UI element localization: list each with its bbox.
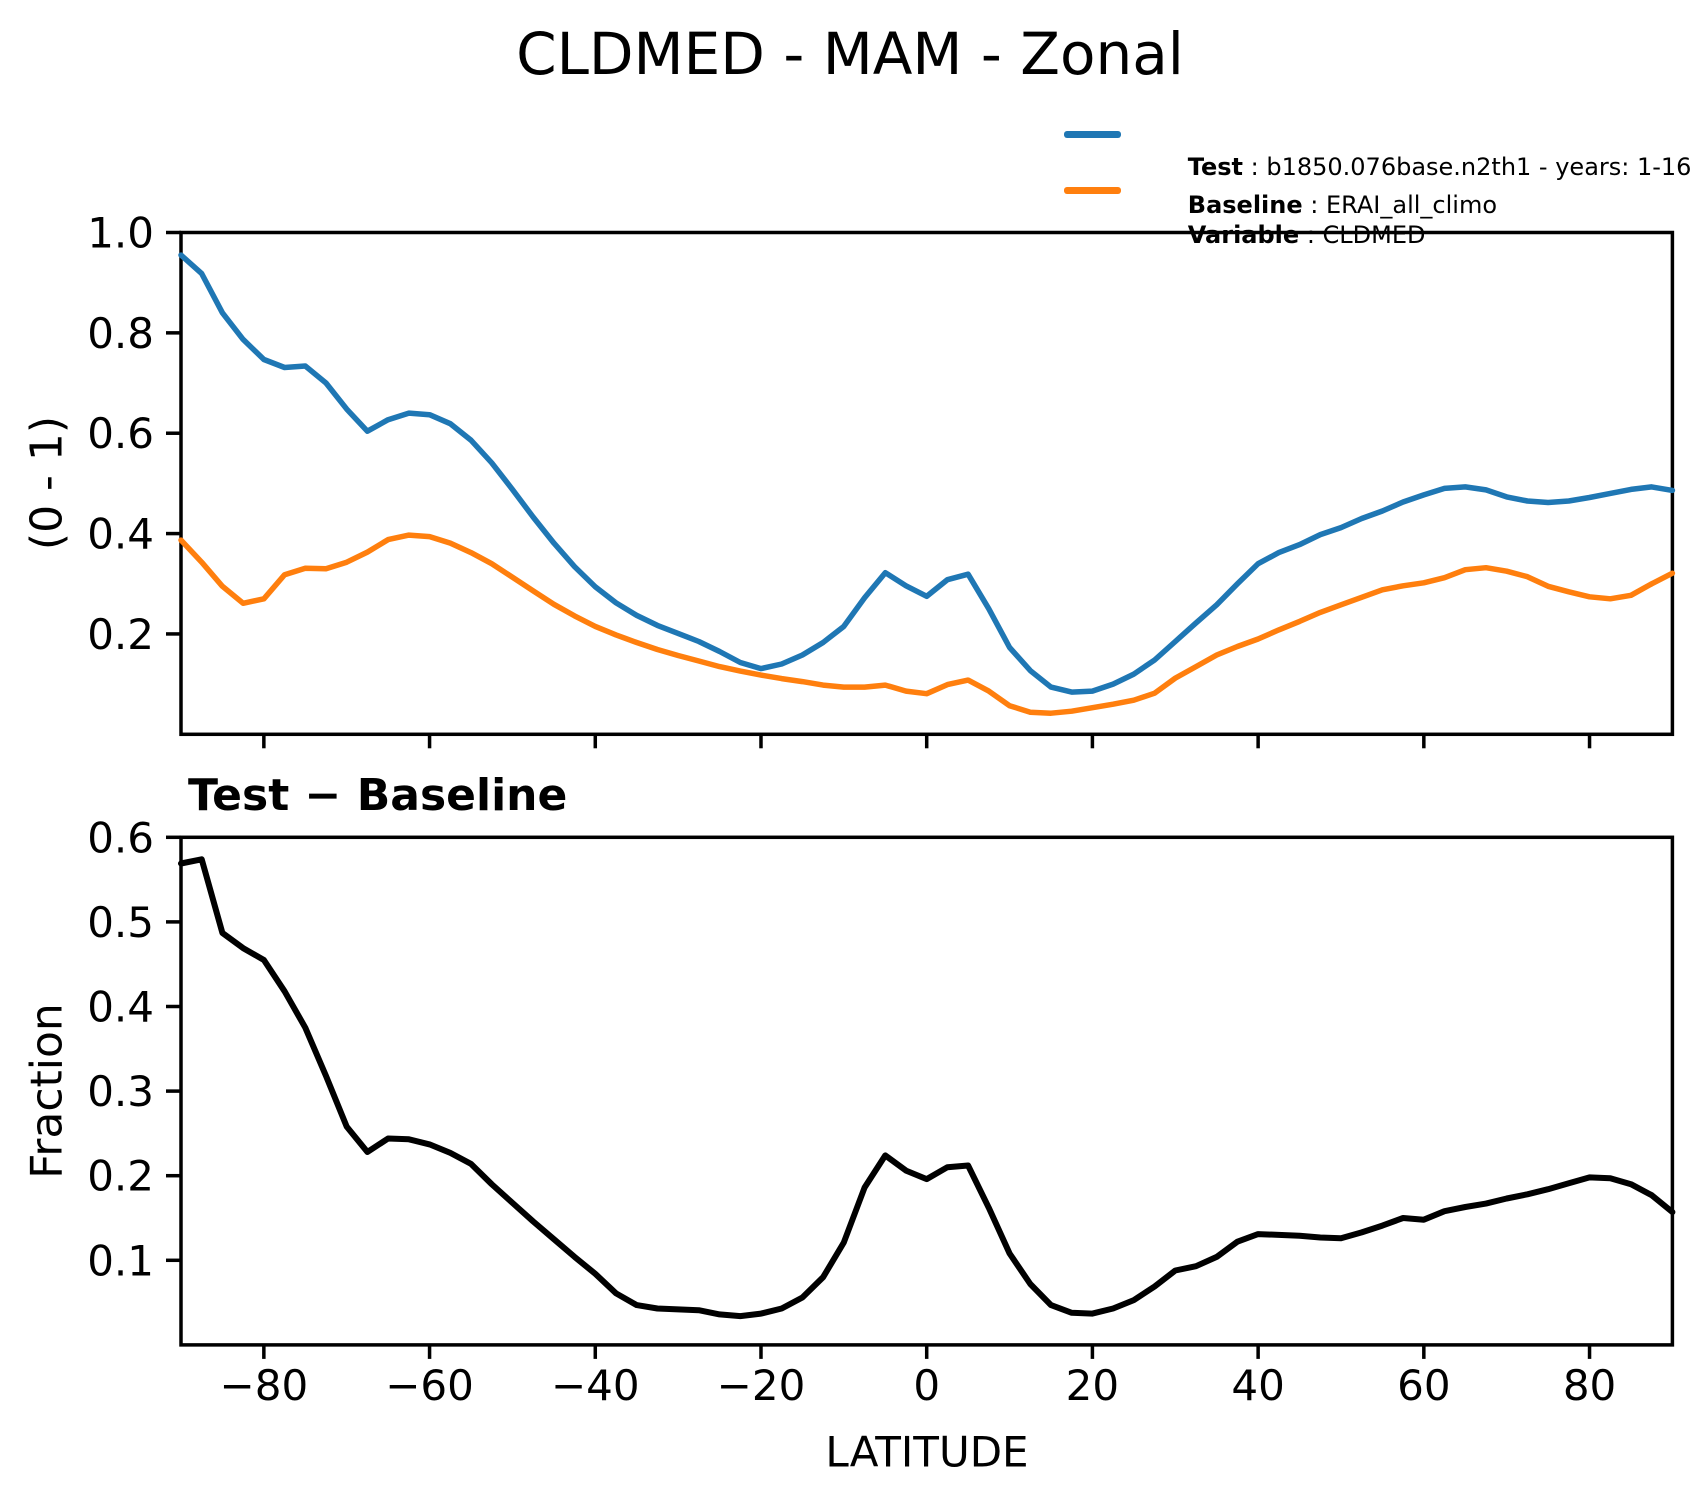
- y-tick-label: 0.2: [87, 610, 154, 659]
- legend-test-line-swatch: [1064, 131, 1121, 138]
- x-tick-label: 40: [1231, 1361, 1284, 1410]
- chart-title: CLDMED - MAM - Zonal: [516, 20, 1184, 88]
- panel-bottom: −80 −60 −40 −20 0 20 40 60 80 0.1 0.2 0.3 0.4 0.5 0.6: [87, 813, 1676, 1410]
- baseline-series-line: [178, 532, 1676, 716]
- legend-entry-baseline: Baseline : ERAI_all_climo: [1142, 162, 1497, 248]
- y-axis-label-top: (0 - 1): [21, 415, 73, 551]
- x-axis-label: LATITUDE: [825, 1427, 1029, 1477]
- legend-baseline-value: : ERAI_all_climo: [1302, 190, 1497, 219]
- panel-top: 0.2 0.4 0.6 0.8 1.0: [87, 209, 1676, 749]
- legend-variable-value: : CLDMED: [1299, 220, 1426, 249]
- y-tick-label: 0.6: [87, 813, 154, 862]
- y-tick-label: 0.6: [87, 409, 154, 458]
- legend-baseline-line-swatch: [1064, 187, 1121, 194]
- legend-variable-label: Variable: [1187, 220, 1300, 249]
- x-tick-label: 0: [913, 1361, 940, 1410]
- x-tick-label: 80: [1563, 1361, 1616, 1410]
- y-tick-label: 0.2: [87, 1152, 154, 1201]
- panel2-title: Test − Baseline: [188, 770, 568, 821]
- y-tick-label: 0.8: [87, 309, 154, 358]
- y-tick-label: 1.0: [87, 209, 154, 258]
- y-tick-label: 0.1: [87, 1236, 154, 1285]
- panel-border: [179, 835, 1675, 1347]
- test-series-line: [178, 252, 1676, 695]
- y-tick-label: 0.5: [87, 898, 154, 947]
- x-tick-label: 20: [1066, 1361, 1119, 1410]
- legend-entry-variable: Variable : CLDMED: [1142, 192, 1426, 278]
- legend-test-label: Test: [1187, 152, 1243, 181]
- legend-entry-test: Test : b1850.076base.n2th1 - years: 1-16: [1142, 124, 1692, 210]
- x-tick-label: 60: [1397, 1361, 1450, 1410]
- y-tick-label: 0.3: [87, 1067, 154, 1116]
- y-axis-label-bottom: Fraction: [21, 1003, 73, 1179]
- x-tick-label: −60: [385, 1361, 474, 1410]
- legend-baseline-label: Baseline: [1187, 190, 1303, 219]
- panel-border: [179, 230, 1675, 737]
- test-baseline-series-line: [178, 856, 1676, 1320]
- x-tick-label: −20: [717, 1361, 806, 1410]
- y-tick-label: 0.4: [87, 983, 154, 1032]
- y-tick-label: 0.4: [87, 510, 154, 559]
- legend-test-value: : b1850.076base.n2th1 - years: 1-16: [1243, 152, 1692, 181]
- x-tick-label: −80: [220, 1361, 309, 1410]
- x-tick-label: −40: [551, 1361, 640, 1410]
